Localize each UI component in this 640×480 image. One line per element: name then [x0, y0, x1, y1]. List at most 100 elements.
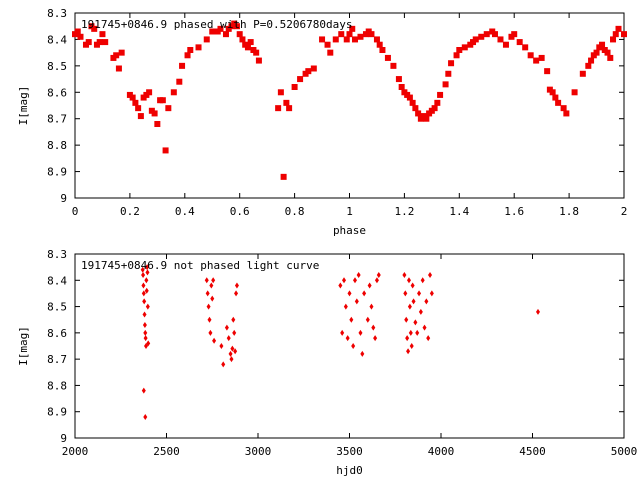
plot-frame-unphased [74, 253, 625, 439]
y-tick-label: 8.4 [47, 33, 67, 46]
data-point [222, 31, 229, 38]
data-point [74, 28, 81, 35]
data-point [615, 25, 622, 32]
data-point [332, 36, 339, 43]
data-point [324, 41, 331, 48]
x-tick-label: 3500 [336, 445, 363, 458]
x-tick-label: 4500 [519, 445, 546, 458]
data-point [544, 68, 551, 75]
data-point [442, 81, 449, 88]
data-points-unphased [140, 264, 540, 420]
data-point [424, 298, 429, 305]
data-point [491, 31, 498, 38]
y-axis-label-phased: I[mag] [17, 86, 30, 126]
chart-title-unphased: 191745+0846.9 not phased light curve [81, 259, 319, 272]
data-point [365, 316, 370, 323]
data-point [579, 70, 586, 77]
data-point [327, 49, 334, 56]
data-point [390, 62, 397, 69]
data-point [527, 52, 534, 59]
data-point [398, 84, 405, 90]
x-tick-label: 0 [72, 205, 79, 218]
x-tick-label: 1.8 [559, 205, 579, 218]
data-point [224, 324, 229, 331]
data-point [154, 121, 161, 127]
data-point [417, 290, 422, 297]
x-tick-label: 0.6 [230, 205, 250, 218]
data-point [516, 39, 523, 46]
data-point [404, 316, 409, 323]
data-point [142, 311, 147, 318]
data-point [143, 335, 148, 342]
data-point [143, 413, 148, 420]
data-point [406, 94, 413, 101]
data-point [340, 329, 345, 336]
data-point [502, 41, 509, 48]
data-point [571, 89, 578, 96]
data-point [113, 52, 120, 59]
data-point [538, 54, 545, 61]
data-point [497, 36, 504, 43]
data-point [453, 52, 460, 59]
x-tick-label: 0.8 [285, 205, 305, 218]
y-tick-label: 9 [60, 432, 67, 445]
data-point [420, 277, 425, 284]
data-point [412, 105, 419, 112]
data-point [478, 33, 485, 40]
data-point [184, 52, 191, 59]
data-point [207, 316, 212, 323]
data-point [187, 47, 194, 53]
axis-ticks-phased: 0 0.2 0.4 0.6 0.8 1 1.2 1.4 1.6 1.8 2 8.3 8.4 8.5 8.6 8… [47, 7, 627, 218]
data-point [145, 303, 150, 310]
data-point [354, 298, 359, 305]
data-point [217, 25, 224, 32]
data-point [221, 361, 226, 368]
data-point [428, 272, 433, 279]
data-point [210, 295, 215, 302]
data-point [280, 173, 287, 180]
data-point [535, 308, 540, 315]
data-point [585, 62, 592, 69]
data-point [406, 277, 411, 284]
data-point [349, 316, 354, 323]
x-tick-label: 0.4 [175, 205, 195, 218]
data-point [352, 277, 357, 284]
data-point [239, 36, 246, 43]
data-point [144, 287, 149, 294]
data-point [96, 39, 103, 46]
data-point [413, 319, 418, 326]
data-point [356, 272, 361, 279]
data-point [209, 28, 216, 35]
data-point [211, 277, 216, 284]
data-point [305, 68, 312, 75]
data-point [415, 110, 422, 117]
data-point [410, 282, 415, 289]
data-point [146, 89, 153, 96]
x-tick-label: 5000 [611, 445, 638, 458]
axis-ticks-unphased: 2000 2500 3000 3500 4000 4500 5000 8.3 8.4 8.5 8.6… [47, 248, 637, 458]
data-point [115, 65, 122, 72]
data-point [141, 272, 146, 279]
data-point [555, 99, 562, 106]
data-point [405, 335, 410, 342]
data-point [456, 47, 463, 53]
data-point [231, 316, 236, 323]
data-point [176, 78, 183, 85]
data-point [418, 308, 423, 315]
data-point [145, 264, 150, 271]
data-point [338, 282, 343, 289]
unphased-light-curve-panel: 2000 2500 3000 3500 4000 4500 5000 8.3 8.4 8.5 8.6… [17, 248, 637, 477]
data-point [255, 57, 262, 64]
data-point [347, 290, 352, 297]
y-axis-label-unphased: I[mag] [17, 326, 30, 366]
data-point [208, 329, 213, 336]
data-point [143, 329, 148, 336]
data-point [621, 31, 627, 38]
data-point [593, 49, 600, 56]
data-point [563, 110, 570, 117]
data-point [434, 99, 441, 106]
data-point [461, 44, 468, 51]
data-point [165, 105, 172, 112]
x-tick-label: 3000 [245, 445, 272, 458]
